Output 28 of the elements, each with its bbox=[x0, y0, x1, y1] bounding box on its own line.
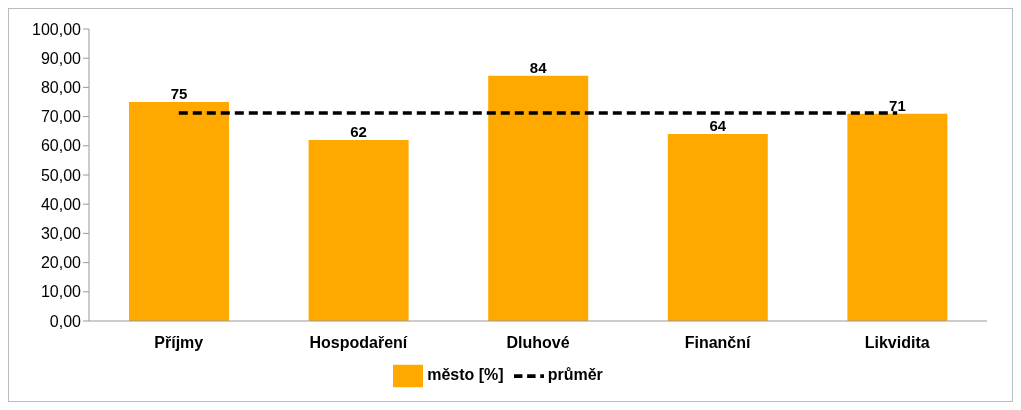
x-tick-label: Příjmy bbox=[154, 334, 204, 352]
bar bbox=[667, 134, 768, 321]
x-tick-label: Dluhové bbox=[506, 334, 570, 352]
y-tick-label: 70,00 bbox=[40, 108, 82, 126]
bar bbox=[847, 113, 948, 321]
y-tick-label: 90,00 bbox=[40, 49, 82, 67]
data-label: 62 bbox=[350, 122, 367, 140]
x-tick-label: Likvidita bbox=[864, 334, 930, 352]
y-tick-label: 10,00 bbox=[40, 283, 82, 301]
y-tick-label: 100,00 bbox=[32, 20, 82, 38]
x-tick-label: Finanční bbox=[684, 334, 752, 352]
legend-label: město [%] bbox=[427, 366, 504, 384]
y-tick-label: 0,00 bbox=[49, 312, 82, 330]
legend-label: průměr bbox=[547, 366, 603, 384]
bar bbox=[129, 102, 229, 321]
data-label: 75 bbox=[170, 85, 188, 102]
bar bbox=[308, 139, 409, 321]
data-label: 71 bbox=[889, 96, 906, 114]
y-tick-label: 60,00 bbox=[40, 137, 82, 155]
data-label: 64 bbox=[709, 117, 727, 135]
data-label: 84 bbox=[529, 58, 548, 76]
y-tick-label: 40,00 bbox=[40, 195, 82, 213]
y-tick-label: 50,00 bbox=[40, 166, 82, 184]
y-tick-label: 20,00 bbox=[40, 254, 82, 272]
y-tick-label: 30,00 bbox=[40, 225, 82, 243]
x-tick-label: Hospodaření bbox=[309, 334, 408, 352]
y-tick-label: 80,00 bbox=[40, 79, 82, 97]
bar bbox=[488, 75, 589, 321]
